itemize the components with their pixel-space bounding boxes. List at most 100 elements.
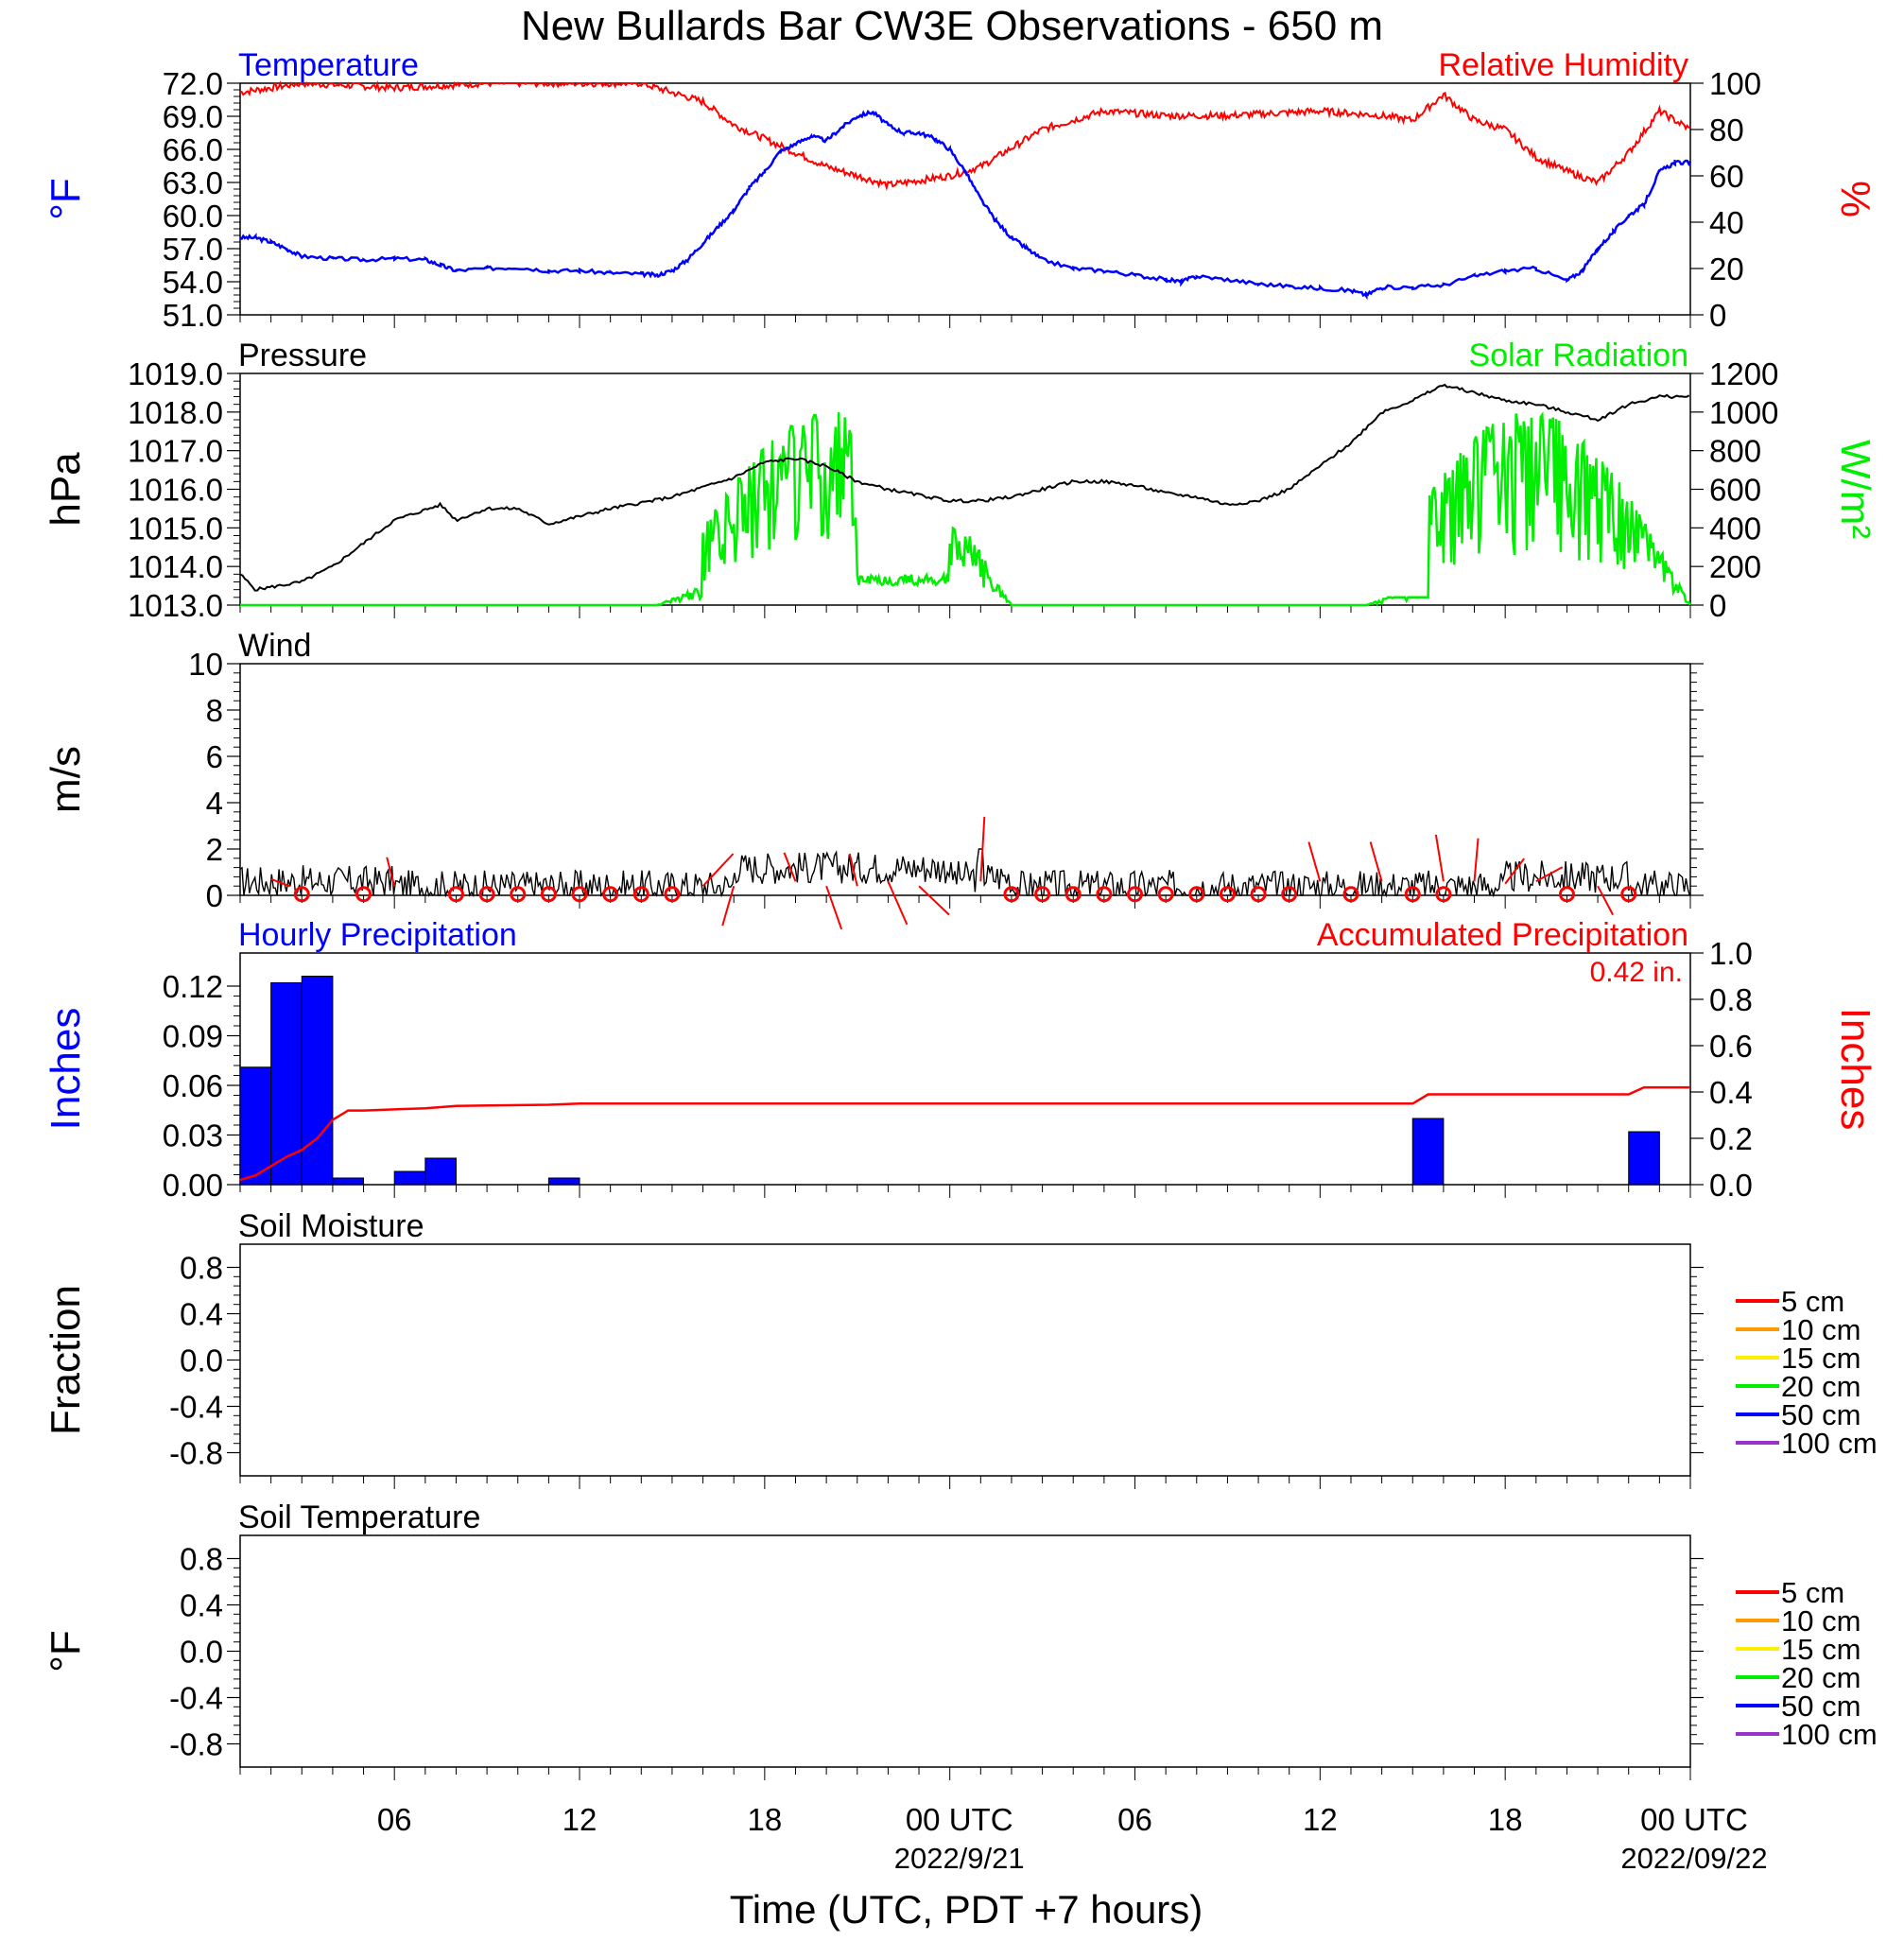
y-tick-label-left: 0.12 bbox=[163, 969, 223, 1004]
y-tick-label-left: 1017.0 bbox=[128, 434, 223, 469]
legend-label: 10 cm bbox=[1781, 1313, 1861, 1346]
y-tick-label-left: 0.00 bbox=[163, 1168, 223, 1203]
panels: Temperature Relative Humidity 51.054.057.0… bbox=[43, 47, 1878, 1780]
legend-label: 5 cm bbox=[1781, 1576, 1844, 1609]
wind-direction-barb bbox=[721, 885, 736, 927]
panel-left-title: Wind bbox=[238, 628, 311, 664]
wind-calm-marker bbox=[602, 886, 619, 903]
wind-direction-barb bbox=[887, 880, 909, 926]
wind-direction-barb bbox=[1535, 866, 1564, 883]
wind-calm-marker bbox=[1250, 886, 1267, 903]
wind-direction-barb bbox=[1369, 841, 1383, 882]
panel-frame bbox=[239, 1534, 1691, 1768]
wind-calm-marker bbox=[1034, 886, 1051, 903]
wind-calm-marker bbox=[355, 886, 372, 903]
y-tick-label-right: 200 bbox=[1709, 549, 1761, 584]
y-tick-label-left: 0.8 bbox=[180, 1542, 223, 1577]
panel-left-title: Hourly Precipitation bbox=[238, 917, 517, 953]
accumulated-total-annotation: 0.42 in. bbox=[1590, 957, 1683, 988]
wind-calm-marker bbox=[1127, 886, 1144, 903]
wind-calm-marker bbox=[478, 886, 495, 903]
y-axis-label-left: hPa bbox=[43, 452, 89, 527]
wind-direction-barb bbox=[848, 853, 858, 887]
hourly-precip-bar bbox=[270, 982, 303, 1186]
legend-label: 20 cm bbox=[1781, 1370, 1861, 1403]
wind-calm-marker bbox=[1404, 886, 1421, 903]
y-tick-label-right: 1000 bbox=[1709, 395, 1778, 430]
wind-direction-barb bbox=[1434, 834, 1445, 882]
y-tick-label-right: 80 bbox=[1709, 113, 1744, 147]
y-tick-label-left: 1016.0 bbox=[128, 473, 223, 508]
hourly-precip-bar bbox=[239, 1066, 272, 1186]
x-axis: 06 12 18 00 UTC 2022/9/21 06 12 18 00 UTC 2022/09… bbox=[377, 1802, 1768, 1875]
figure-title: New Bullards Bar CW3E Observations - 650… bbox=[521, 3, 1383, 49]
y-axis-label-right: Inches bbox=[1832, 1008, 1878, 1131]
y-tick-label-right: 0 bbox=[1709, 588, 1726, 623]
wind-calm-marker bbox=[1435, 886, 1452, 903]
y-tick-label-left: -0.4 bbox=[169, 1681, 223, 1716]
wind-calm-marker bbox=[1281, 886, 1298, 903]
y-tick-label-left: -0.8 bbox=[169, 1727, 223, 1762]
wind-direction-barb bbox=[918, 885, 950, 916]
panel-soil-moisture: Soil Moisture -0.8 -0.4 0.0 0.4 0.8 Fraction 5 … bbox=[43, 1208, 1878, 1489]
hourly-precip-bar bbox=[1411, 1118, 1445, 1186]
y-axis-label-right: W/m² bbox=[1832, 440, 1878, 539]
wind-calm-marker bbox=[1620, 886, 1637, 903]
y-tick-label-left: 1018.0 bbox=[128, 395, 223, 430]
x-tick-label: 12 bbox=[1303, 1802, 1338, 1837]
wind-direction-barb bbox=[701, 853, 735, 887]
wind-calm-marker bbox=[1003, 886, 1020, 903]
x-tick-label: 06 bbox=[377, 1802, 412, 1837]
y-axis-label-left: °F bbox=[43, 178, 89, 219]
panel-right-title: Accumulated Precipitation bbox=[1317, 917, 1688, 953]
x-tick-label: 06 bbox=[1117, 1802, 1152, 1837]
y-tick-label-left: 0.8 bbox=[180, 1251, 223, 1286]
y-tick-label-right: 60 bbox=[1709, 159, 1744, 194]
wind-calm-marker bbox=[632, 886, 649, 903]
panel-frame bbox=[239, 952, 1691, 1186]
y-tick-label-left: 69.0 bbox=[163, 99, 223, 134]
legend-label: 15 cm bbox=[1781, 1342, 1861, 1375]
wind-calm-marker bbox=[1219, 886, 1236, 903]
panel-right-title: Relative Humidity bbox=[1438, 47, 1688, 83]
pressure-line bbox=[239, 383, 1690, 592]
x-tick-date-label: 2022/09/22 bbox=[1620, 1842, 1767, 1875]
y-tick-label-right: 1200 bbox=[1709, 356, 1778, 391]
wind-calm-marker bbox=[1065, 886, 1082, 903]
panel-pressure-solar: Pressure Solar Radiation 1013.0 1014.01015.… bbox=[43, 338, 1878, 623]
panel-precipitation: Hourly Precipitation Accumulated Precipit… bbox=[43, 917, 1878, 1203]
panel-left-title: Soil Temperature bbox=[238, 1499, 480, 1535]
wind-direction-barb bbox=[783, 852, 797, 882]
y-tick-label-right: 0 bbox=[1709, 298, 1726, 333]
x-tick-label: 18 bbox=[747, 1802, 782, 1837]
solar-radiation-line bbox=[240, 411, 1692, 607]
y-tick-label-left: 4 bbox=[206, 786, 223, 821]
x-axis-label: Time (UTC, PDT +7 hours) bbox=[730, 1887, 1203, 1932]
wind-direction-barb bbox=[1307, 841, 1322, 882]
wind-direction-barb bbox=[270, 877, 290, 888]
x-tick-label: 00 UTC bbox=[906, 1802, 1013, 1837]
x-tick-label: 12 bbox=[563, 1802, 597, 1837]
y-axis-label-right: % bbox=[1832, 181, 1878, 217]
y-tick-label-right: 1.0 bbox=[1709, 936, 1753, 971]
wind-calm-marker bbox=[1096, 886, 1113, 903]
y-tick-label-left: 0 bbox=[206, 878, 223, 913]
y-tick-label-right: 100 bbox=[1709, 66, 1761, 101]
wind-calm-marker bbox=[664, 886, 681, 903]
wind-direction-barb bbox=[1597, 885, 1614, 916]
legend-label: 20 cm bbox=[1781, 1661, 1861, 1694]
y-tick-label-left: 0.09 bbox=[163, 1019, 223, 1054]
y-tick-label-right: 0.2 bbox=[1709, 1121, 1753, 1156]
y-axis-label-left: Fraction bbox=[43, 1285, 89, 1435]
y-tick-label-left: 57.0 bbox=[163, 232, 223, 267]
panel-frame bbox=[239, 1243, 1691, 1477]
y-tick-label-right: 0.8 bbox=[1709, 982, 1753, 1017]
y-tick-label-left: 0.4 bbox=[180, 1588, 223, 1623]
y-tick-label-left: 1015.0 bbox=[128, 511, 223, 546]
y-tick-label-left: 10 bbox=[188, 647, 223, 682]
legend-label: 50 cm bbox=[1781, 1398, 1861, 1431]
y-tick-label-right: 0.6 bbox=[1709, 1029, 1753, 1064]
y-tick-label-left: 54.0 bbox=[163, 265, 223, 300]
y-tick-label-right: 600 bbox=[1709, 473, 1761, 508]
y-tick-label-left: 1019.0 bbox=[128, 356, 223, 391]
